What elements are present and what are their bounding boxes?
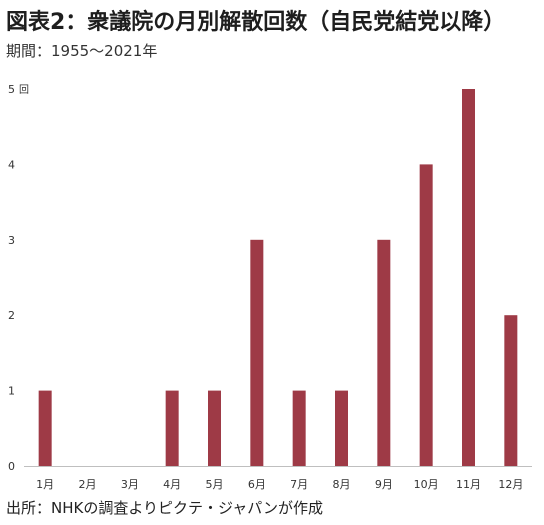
- y-tick-label: 0: [8, 460, 15, 473]
- chart-subtitle: 期間：1955～2021年: [6, 42, 158, 60]
- bar-12月: [504, 315, 518, 466]
- x-tick-label: 5月: [206, 478, 224, 491]
- x-tick-label: 9月: [375, 478, 393, 491]
- bar-10月: [419, 164, 433, 466]
- chart-title: 図表2：衆議院の月別解散回数（自民党結党以降）: [6, 10, 506, 35]
- y-axis-unit: 回: [19, 84, 29, 96]
- source-note: 出所：NHKの調査よりピクテ・ジャパンが作成: [6, 499, 324, 517]
- y-tick-label: 3: [8, 234, 15, 247]
- bar-8月: [335, 390, 348, 466]
- x-tick-label: 12月: [498, 478, 523, 491]
- x-tick-label: 8月: [333, 478, 351, 491]
- bar-7月: [292, 390, 306, 466]
- x-tick-label: 4月: [163, 478, 181, 491]
- x-tick-label: 10月: [414, 478, 439, 491]
- x-tick-label: 2月: [79, 478, 97, 491]
- bar-4月: [165, 390, 179, 466]
- y-tick-label: 1: [8, 385, 15, 398]
- bar-5月: [208, 390, 221, 466]
- bar-6月: [250, 239, 264, 466]
- y-axis-ticks: 0 1 2 3 4 5: [8, 83, 15, 473]
- y-tick-label: 2: [8, 309, 15, 322]
- x-tick-label: 11月: [456, 478, 481, 491]
- bar-9月: [377, 239, 391, 466]
- x-tick-label: 3月: [121, 478, 139, 491]
- x-tick-label: 7月: [290, 478, 308, 491]
- x-tick-label: 6月: [248, 478, 266, 491]
- y-tick-label: 5: [8, 83, 15, 96]
- x-tick-label: 1月: [36, 478, 54, 491]
- bar-1月: [38, 390, 52, 466]
- bar-11月: [462, 89, 475, 466]
- x-axis-ticks: 1月 2月 3月 4月 5月 6月 7月 8月 9月 10月 11月 12月: [36, 478, 523, 491]
- y-tick-label: 4: [8, 158, 15, 171]
- bars: [38, 89, 518, 466]
